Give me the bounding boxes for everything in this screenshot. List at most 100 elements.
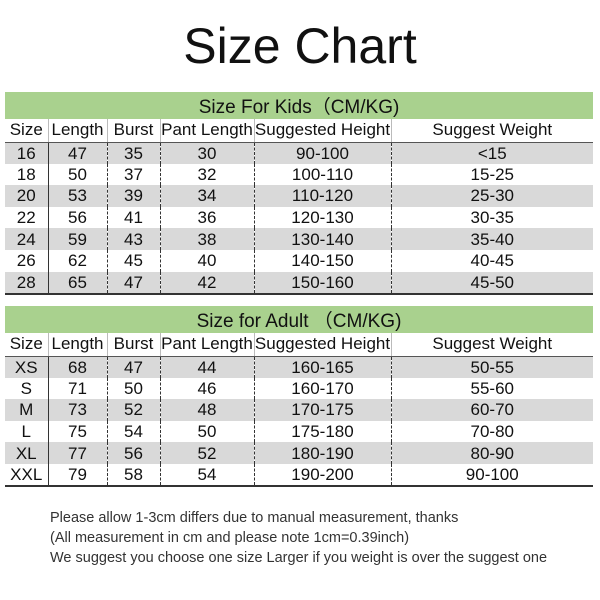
- table-cell: 54: [106, 420, 160, 443]
- column-header: Suggest Weight: [390, 333, 593, 357]
- table-cell: 36: [159, 206, 254, 229]
- table-cell: 53: [47, 185, 107, 207]
- table-cell: 26: [16, 251, 36, 271]
- table-cell: 180-190: [253, 442, 391, 464]
- table-cell: 68: [47, 356, 107, 378]
- table-cell: 35: [106, 142, 160, 164]
- table-cell: 22: [16, 208, 36, 228]
- table-row: 26 62 45 40 140-150 40-45: [5, 249, 594, 272]
- table-cell: 110-120: [253, 185, 391, 207]
- table-cell: M: [5, 399, 48, 421]
- table-cell: 41: [106, 206, 160, 229]
- table-cell: 15-25: [390, 163, 594, 186]
- table-cell: 52: [106, 399, 160, 421]
- table-cell: 190-200: [253, 463, 391, 487]
- table-cell: 18: [16, 164, 36, 184]
- column-header: Burst: [106, 333, 160, 357]
- table-cell: 56: [106, 442, 160, 464]
- note-line: We suggest you choose one size Larger if…: [50, 550, 548, 566]
- table-row: XS 68 47 44 160-165 50-55: [5, 356, 593, 378]
- column-header: Size: [5, 333, 48, 357]
- table-row: 28 65 47 42 150-160 45-50: [5, 271, 594, 295]
- column-header: Length: [47, 333, 107, 357]
- table-cell: 79: [47, 463, 107, 487]
- table-cell: 42: [159, 271, 254, 295]
- table-cell: 44: [159, 356, 254, 378]
- table-cell: 39: [106, 185, 160, 207]
- table-cell: 50-55: [390, 356, 593, 378]
- column-header: Suggested Height: [253, 119, 391, 143]
- table-cell: XS: [5, 356, 48, 378]
- table-cell: 60-70: [390, 399, 593, 421]
- table-row: M 73 52 48 170-175 60-70: [5, 399, 593, 421]
- table-cell: 47: [47, 142, 107, 164]
- table-cell: 48: [159, 399, 254, 421]
- table-cell: 28: [5, 271, 48, 295]
- table-cell: 50: [47, 163, 107, 186]
- table-cell: 160-165: [253, 356, 391, 378]
- kids-table-heading: Size For Kids（CM/KG): [5, 92, 594, 119]
- column-header: Pant Length: [159, 333, 254, 357]
- table-cell: 52: [159, 442, 254, 464]
- table-cell: S: [20, 378, 32, 398]
- table-cell: 140-150: [253, 249, 391, 272]
- table-cell: 170-175: [253, 399, 391, 421]
- table-cell: 40-45: [390, 249, 594, 272]
- table-cell: 47: [106, 271, 160, 295]
- column-header: Burst: [106, 119, 160, 143]
- table-cell: 16: [5, 142, 48, 164]
- table-cell: 77: [47, 442, 107, 464]
- table-cell: 50: [159, 420, 254, 443]
- table-cell: 62: [47, 249, 107, 272]
- table-cell: 150-160: [253, 271, 391, 295]
- table-cell: 38: [159, 228, 254, 250]
- table-cell: 34: [159, 185, 254, 207]
- table-row: 20 53 39 34 110-120 25-30: [5, 185, 594, 207]
- note-line: Please allow 1-3cm differs due to manual…: [50, 510, 459, 526]
- table-cell: 65: [47, 271, 107, 295]
- table-row: 18 50 37 32 100-110 15-25: [5, 163, 594, 186]
- table-row: S 71 50 46 160-170 55-60: [5, 377, 593, 400]
- note-line: (All measurement in cm and please note 1…: [50, 530, 410, 546]
- adult-size-table: Size for Adult （CM/KG) Size Length Burst Pa…: [5, 306, 593, 487]
- table-row: 16 47 35 30 90-100 <15: [5, 142, 594, 164]
- page-title: Size Chart: [183, 18, 417, 74]
- table-cell: 90-100: [390, 463, 593, 487]
- table-cell: 56: [47, 206, 107, 229]
- table-cell: 24: [5, 228, 48, 250]
- table-cell: 35-40: [390, 228, 594, 250]
- table-row: XXL 79 58 54 190-200 90-100: [5, 463, 593, 487]
- column-header: Length: [47, 119, 107, 143]
- table-row: 22 56 41 36 120-130 30-35: [5, 206, 594, 229]
- table-cell: 75: [47, 420, 107, 443]
- table-cell: 59: [47, 228, 107, 250]
- table-cell: 45-50: [390, 271, 594, 295]
- column-header: Pant Length: [159, 119, 254, 143]
- table-cell: 43: [106, 228, 160, 250]
- table-cell: XL: [5, 442, 48, 464]
- column-header: Suggested Height: [253, 333, 391, 357]
- table-cell: 130-140: [253, 228, 391, 250]
- table-cell: 25-30: [390, 185, 594, 207]
- table-row: L 75 54 50 175-180 70-80: [5, 420, 593, 443]
- notes: Please allow 1-3cm differs due to manual…: [50, 508, 547, 568]
- table-cell: 90-100: [253, 142, 391, 164]
- adult-table-heading: Size for Adult （CM/KG): [5, 306, 593, 333]
- table-cell: 45: [106, 249, 160, 272]
- table-cell: 58: [106, 463, 160, 487]
- table-cell: <15: [390, 142, 594, 164]
- table-cell: 32: [159, 163, 254, 186]
- column-header: Size: [5, 119, 48, 143]
- table-cell: XXL: [5, 463, 48, 487]
- table-cell: 73: [47, 399, 107, 421]
- table-cell: L: [21, 422, 31, 442]
- table-cell: 50: [106, 377, 160, 400]
- table-cell: 30: [159, 142, 254, 164]
- table-cell: 160-170: [253, 377, 391, 400]
- table-row: 24 59 43 38 130-140 35-40: [5, 228, 594, 250]
- table-cell: 40: [159, 249, 254, 272]
- table-cell: 175-180: [253, 420, 391, 443]
- table-cell: 100-110: [253, 163, 391, 186]
- column-header: Suggest Weight: [390, 119, 594, 143]
- kids-size-table: Size For Kids（CM/KG) Size Length Burst Pant…: [5, 92, 594, 295]
